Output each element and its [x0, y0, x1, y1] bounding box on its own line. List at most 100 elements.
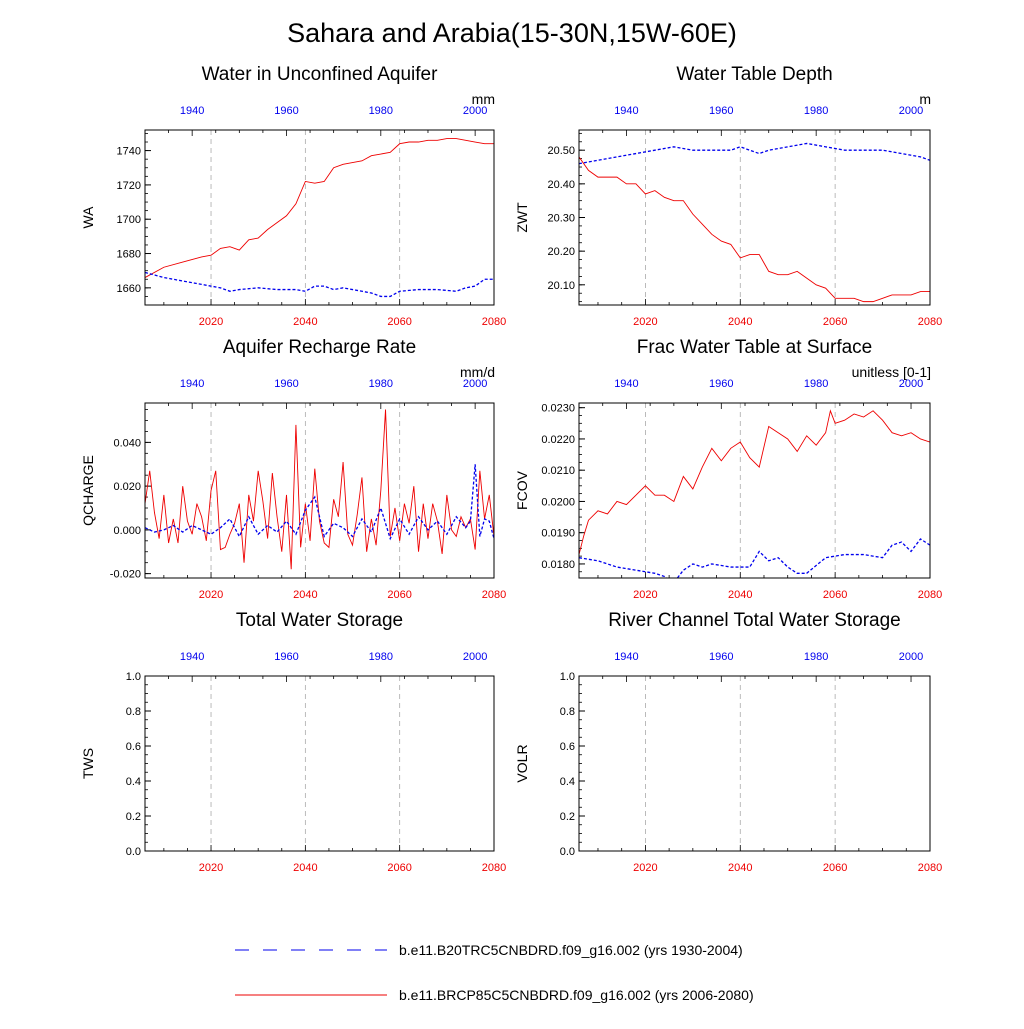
x-tick-label-top: 1960 [709, 105, 733, 117]
x-tick-label-bottom: 2040 [728, 316, 752, 328]
y-tick-label: 1700 [117, 214, 141, 226]
y-tick-label: 20.30 [547, 213, 575, 225]
y-axis-label: FCOV [514, 470, 530, 510]
y-tick-label: 20.10 [547, 280, 575, 292]
panel-title: Aquifer Recharge Rate [223, 337, 416, 358]
x-tick-label-bottom: 2020 [199, 862, 223, 874]
y-tick-label: 1740 [117, 146, 141, 158]
y-tick-label: 0.6 [126, 741, 141, 753]
x-tick-label-bottom: 2020 [199, 316, 223, 328]
x-tick-label-bottom: 2040 [728, 589, 752, 601]
y-tick-label: 0.0190 [541, 528, 575, 540]
x-tick-label-top: 1940 [614, 105, 638, 117]
y-tick-label: 0.040 [113, 437, 141, 449]
panel-title: River Channel Total Water Storage [608, 610, 901, 631]
chart-panel-3: Aquifer Recharge Rate mm/d QCHARGE -0.020 0.… [80, 337, 506, 601]
series-future-line [579, 156, 930, 303]
y-tick-label: 0.0180 [541, 559, 575, 571]
x-tick-label-top: 1960 [274, 105, 298, 117]
x-tick-label-top: 1980 [369, 651, 393, 663]
x-tick-label-bottom: 2020 [633, 316, 657, 328]
figure-title: Sahara and Arabia(15-30N,15W-60E) [287, 18, 737, 48]
y-tick-label: 1.0 [560, 671, 575, 683]
x-tick-label-top: 2000 [463, 378, 487, 390]
y-tick-label: 0.0210 [541, 465, 575, 477]
series-future-line [145, 138, 494, 278]
x-tick-label-top: 1940 [180, 105, 204, 117]
plot-frame [578, 402, 931, 579]
series-future-line [579, 409, 930, 555]
x-tick-label-top: 2000 [899, 105, 923, 117]
x-tick-label-bottom: 2020 [633, 589, 657, 601]
x-tick-label-bottom: 2020 [633, 862, 657, 874]
x-tick-label-bottom: 2040 [293, 316, 317, 328]
units-label: m [919, 91, 931, 107]
x-tick-label-bottom: 2080 [918, 862, 942, 874]
x-tick-label-top: 2000 [899, 378, 923, 390]
y-tick-label: 0.0 [126, 846, 141, 858]
y-axis-label: TWS [80, 748, 96, 779]
x-tick-label-top: 2000 [463, 105, 487, 117]
series-historical-line [145, 271, 494, 298]
x-tick-label-top: 2000 [899, 651, 923, 663]
y-tick-label: 1660 [117, 283, 141, 295]
plot-frame [578, 129, 931, 306]
series-historical-line [579, 538, 930, 578]
y-tick-label: 0.4 [560, 776, 575, 788]
chart-panel-6: River Channel Total Water Storage VOLR 0.0… [514, 610, 942, 874]
x-tick-label-bottom: 2080 [482, 862, 506, 874]
plot-frame [144, 675, 495, 852]
y-tick-label: 0.2 [126, 811, 141, 823]
y-tick-label: 0.0 [560, 846, 575, 858]
panel-title: Water Table Depth [676, 64, 832, 85]
y-tick-label: 20.50 [547, 145, 575, 157]
plot-frame [578, 675, 931, 852]
y-tick-label: 1.0 [126, 671, 141, 683]
x-tick-label-top: 1960 [709, 651, 733, 663]
y-axis-label: ZWT [514, 202, 530, 233]
x-tick-label-top: 1940 [614, 378, 638, 390]
x-tick-label-top: 1940 [180, 378, 204, 390]
y-tick-label: 0.0230 [541, 403, 575, 415]
y-tick-label: 0.0220 [541, 434, 575, 446]
x-tick-label-bottom: 2060 [823, 316, 847, 328]
x-tick-label-bottom: 2060 [387, 862, 411, 874]
y-tick-label: 1720 [117, 180, 141, 192]
x-tick-label-bottom: 2060 [387, 589, 411, 601]
x-tick-label-bottom: 2080 [918, 316, 942, 328]
chart-panel-1: Water in Unconfined Aquifer mm WA 1660 1680 1… [80, 64, 506, 328]
y-tick-label: 0.2 [560, 811, 575, 823]
plot-frame [144, 129, 495, 306]
units-label: mm [472, 91, 495, 107]
chart-panel-2: Water Table Depth m ZWT 20.10 20.20 20.30 20.4… [514, 64, 942, 328]
units-label: mm/d [460, 364, 495, 380]
y-axis-label: WA [80, 206, 96, 229]
y-tick-label: -0.020 [110, 569, 141, 581]
y-tick-label: 20.40 [547, 179, 575, 191]
y-tick-label: 1680 [117, 249, 141, 261]
x-tick-label-bottom: 2060 [387, 316, 411, 328]
y-tick-label: 0.8 [560, 706, 575, 718]
x-tick-label-bottom: 2020 [199, 589, 223, 601]
x-tick-label-bottom: 2040 [728, 862, 752, 874]
x-tick-label-top: 1980 [804, 378, 828, 390]
x-tick-label-top: 1940 [180, 651, 204, 663]
legend-historical-label: b.e11.B20TRC5CNBDRD.f09_g16.002 (yrs 193… [399, 942, 743, 958]
legend-future-label: b.e11.BRCP85C5CNBDRD.f09_g16.002 (yrs 20… [399, 987, 754, 1003]
x-tick-label-bottom: 2040 [293, 589, 317, 601]
series-historical-line [145, 464, 494, 541]
y-tick-label: 0.4 [126, 776, 141, 788]
y-tick-label: 0.020 [113, 481, 141, 493]
x-tick-label-bottom: 2080 [482, 589, 506, 601]
x-tick-label-top: 1960 [274, 378, 298, 390]
x-tick-label-top: 1960 [274, 651, 298, 663]
x-tick-label-bottom: 2060 [823, 862, 847, 874]
legend: b.e11.B20TRC5CNBDRD.f09_g16.002 (yrs 193… [235, 942, 754, 1003]
series-future-line [145, 409, 494, 570]
units-label: unitless [0-1] [852, 364, 931, 380]
chart-panel-4: Frac Water Table at Surface unitless [0-1… [514, 337, 942, 601]
panel-title: Frac Water Table at Surface [637, 337, 873, 358]
plot-frame [144, 402, 495, 579]
